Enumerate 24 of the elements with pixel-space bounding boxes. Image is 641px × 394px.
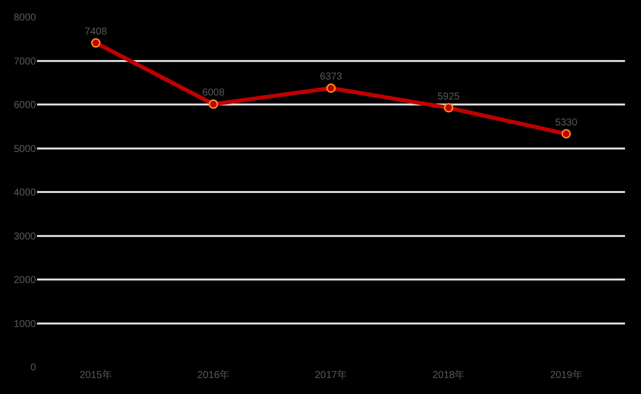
x-tick-label: 2015年 — [80, 369, 112, 381]
y-tick-label: 4000 — [14, 188, 36, 198]
y-tick-label: 5000 — [14, 144, 36, 155]
x-tick-label: 2018年 — [432, 369, 465, 381]
data-label: 5330 — [555, 117, 578, 128]
y-tick-label: 6000 — [14, 100, 36, 111]
y-tick-label: 0 — [30, 362, 36, 374]
data-label: 7408 — [84, 26, 108, 38]
x-tick-label: 2019年 — [550, 369, 582, 381]
point — [326, 83, 336, 93]
y-tick-label: 7000 — [14, 56, 36, 68]
data-label: 6008 — [202, 88, 225, 99]
y-tick-label: 1000 — [14, 318, 36, 330]
point — [444, 103, 454, 113]
point — [208, 99, 218, 109]
point — [91, 38, 101, 48]
x-tick-label: 2017年 — [314, 369, 348, 381]
y-tick-label: 3000 — [14, 231, 36, 242]
x-tick-label: 2016年 — [197, 369, 230, 381]
data-label: 5925 — [437, 91, 460, 102]
data-label: 6373 — [320, 72, 343, 83]
y-tick-label: 2000 — [14, 275, 36, 286]
y-tick-label: 8000 — [14, 12, 36, 24]
point — [561, 129, 571, 139]
